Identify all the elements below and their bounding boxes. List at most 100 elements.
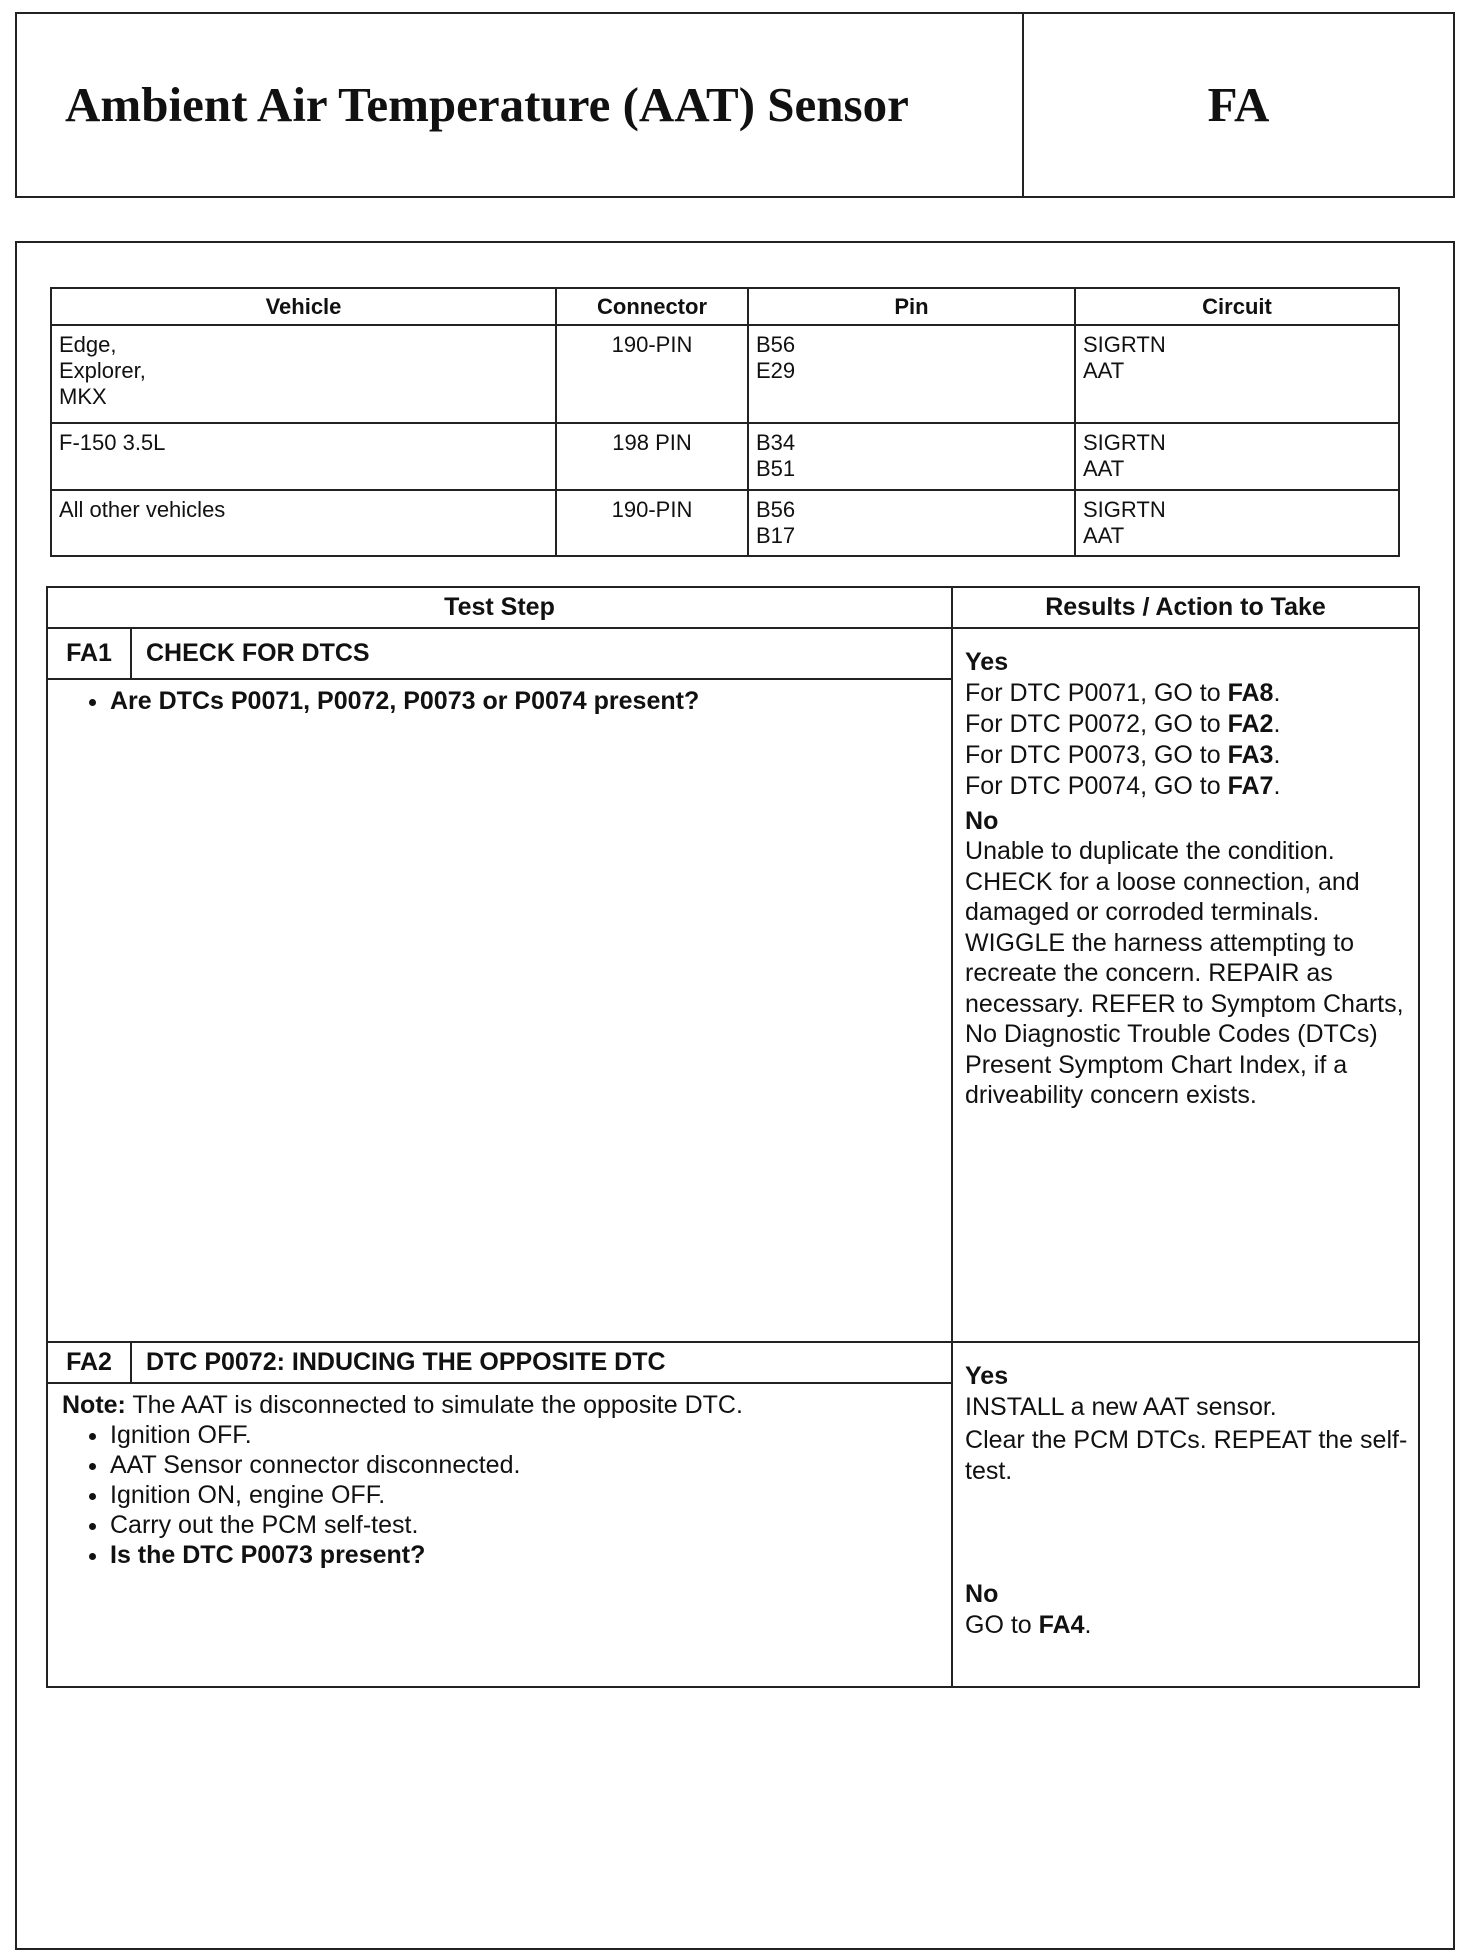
cell-line: B56	[756, 332, 796, 357]
column-header: Connector	[555, 287, 749, 326]
cell-line: AAT	[1083, 456, 1125, 481]
cell-line: All other vehicles	[59, 497, 226, 522]
text: For DTC P0073, GO to	[965, 741, 1228, 769]
cell: Edge, Explorer, MKX	[50, 324, 557, 424]
yes-action: For DTC P0071, GO to FA8.	[965, 678, 1414, 709]
cell-line: AAT	[1083, 358, 1125, 383]
no-label: No	[965, 1580, 999, 1608]
yes-action: INSTALL a new AAT sensor.	[965, 1393, 1277, 1421]
text: .	[1273, 710, 1281, 738]
results: Yes INSTALL a new AAT sensor. Clear the …	[951, 1341, 1421, 1688]
yes-action: Clear the PCM DTCs. REPEAT the self-test…	[965, 1426, 1408, 1485]
step-ref: FA8	[1227, 679, 1274, 707]
cell-line: B17	[756, 523, 796, 548]
bullets: Are DTCs P0071, P0072, P0073 or P0074 pr…	[62, 686, 941, 716]
title: Ambient Air Temperature (AAT) Sensor	[65, 77, 909, 132]
step-title-row: FA2 DTC P0072: INDUCING THE OPPOSITE DTC…	[46, 1341, 1421, 1688]
bullet: Is the DTC P0073 present?	[110, 1540, 941, 1570]
step-ref: FA2	[1227, 710, 1274, 738]
cell: SIGRTN AAT	[1074, 489, 1400, 557]
cell-line: B51	[756, 456, 796, 481]
yes-action: For DTC P0072, GO to FA2.	[965, 709, 1414, 740]
yes-label: Yes	[965, 648, 1009, 676]
text: .	[1084, 1611, 1092, 1639]
text: For DTC P0074, GO to	[965, 772, 1228, 800]
no-action: GO to FA4.	[965, 1610, 1414, 1641]
cell-line: SIGRTN	[1083, 430, 1166, 455]
step-title: CHECK FOR DTCS	[129, 627, 954, 680]
cell: B34 B51	[747, 422, 1076, 491]
cell: B56 E29	[747, 324, 1076, 424]
yes-label: Yes	[965, 1362, 1009, 1390]
test-table: Test Step Results / Action to Take FA1 C…	[45, 586, 1421, 1688]
divider	[1022, 14, 1024, 196]
text: For DTC P0071, GO to	[965, 679, 1228, 707]
row: Edge, Explorer, MKX 190-PIN B56 E29 SIGRTN AAT	[50, 324, 1400, 424]
results: Yes For DTC P0071, GO to FA8. For DTC P00…	[951, 627, 1421, 1343]
step-id: FA2	[46, 1341, 132, 1384]
bullet: AAT Sensor connector disconnected.	[110, 1450, 941, 1480]
cell-line: Edge,	[59, 332, 117, 357]
cell: SIGRTN AAT	[1074, 324, 1400, 424]
column-header: Vehicle	[50, 287, 557, 326]
cell-line: B34	[756, 430, 796, 455]
bullet: Ignition OFF.	[110, 1420, 941, 1450]
text: .	[1273, 772, 1281, 800]
bullet: Ignition ON, engine OFF.	[110, 1480, 941, 1510]
note-text: The AAT is disconnected to simulate the …	[132, 1391, 743, 1419]
step-ref: FA7	[1227, 772, 1274, 800]
text: .	[1273, 741, 1281, 769]
cell-line: MKX	[59, 384, 107, 409]
bullet: Are DTCs P0071, P0072, P0073 or P0074 pr…	[110, 686, 941, 716]
column-header: Test Step	[45, 586, 954, 629]
section-code: FA	[1207, 77, 1270, 132]
header-row: Vehicle Connector Pin Circuit	[50, 287, 1400, 326]
yes-action: For DTC P0074, GO to FA7.	[965, 771, 1414, 802]
step-id: FA1	[46, 627, 132, 680]
cell: 198 PIN	[555, 422, 749, 491]
step-body-row: Note: The AAT is disconnected to simulat…	[45, 1382, 1419, 1688]
row: All other vehicles 190-PIN B56 B17 SIGRTN AAT	[50, 489, 1400, 557]
step-title-row: FA1 CHECK FOR DTCS Yes For DTC P0071, GO…	[46, 627, 1421, 1343]
column-header: Pin	[747, 287, 1076, 326]
header: Ambient Air Temperature (AAT) Sensor FA	[15, 12, 1455, 198]
content-frame	[15, 241, 1455, 1950]
cell: SIGRTN AAT	[1074, 422, 1400, 491]
step-body: Are DTCs P0071, P0072, P0073 or P0074 pr…	[45, 677, 954, 1344]
no-label: No	[965, 807, 999, 835]
cell-line: B56	[756, 497, 796, 522]
step-body: Note: The AAT is disconnected to simulat…	[45, 1382, 954, 1688]
cell: 190-PIN	[555, 489, 749, 557]
cell-line: Explorer,	[59, 358, 146, 383]
bullet: Carry out the PCM self-test.	[110, 1510, 941, 1540]
note-label: Note:	[62, 1391, 126, 1419]
no-action: Unable to duplicate the condition. CHECK…	[965, 837, 1404, 1109]
cell-line: F-150 3.5L	[59, 430, 166, 455]
pin-table: Vehicle Connector Pin Circuit Edge, Explorer…	[50, 287, 1400, 557]
cell-line: E29	[756, 358, 796, 383]
cell: F-150 3.5L	[50, 422, 557, 491]
cell-line: SIGRTN	[1083, 497, 1166, 522]
note: Note: The AAT is disconnected to simulat…	[62, 1390, 941, 1420]
cell: 190-PIN	[555, 324, 749, 424]
text: For DTC P0072, GO to	[965, 710, 1228, 738]
column-header: Circuit	[1074, 287, 1400, 326]
row: F-150 3.5L 198 PIN B34 B51 SIGRTN AAT	[50, 422, 1400, 491]
cell: B56 B17	[747, 489, 1076, 557]
text: .	[1273, 679, 1281, 707]
step-title: DTC P0072: INDUCING THE OPPOSITE DTC	[129, 1341, 954, 1384]
column-header: Results / Action to Take	[951, 586, 1421, 629]
step-ref: FA4	[1038, 1611, 1085, 1639]
text: GO to	[965, 1611, 1039, 1639]
header-row: Test Step Results / Action to Take	[45, 586, 1421, 629]
cell: All other vehicles	[50, 489, 557, 557]
cell-line: AAT	[1083, 523, 1125, 548]
bullets: Ignition OFF.AAT Sensor connector discon…	[62, 1420, 941, 1570]
step-body-row: Are DTCs P0071, P0072, P0073 or P0074 pr…	[45, 677, 1419, 1344]
cell-line: SIGRTN	[1083, 332, 1166, 357]
body: Edge, Explorer, MKX 190-PIN B56 E29 SIGRTN AAT F…	[50, 324, 1400, 557]
yes-action: For DTC P0073, GO to FA3.	[965, 740, 1414, 771]
yes-actions: For DTC P0071, GO to FA8. For DTC P0072, …	[965, 678, 1414, 802]
step-ref: FA3	[1227, 741, 1274, 769]
